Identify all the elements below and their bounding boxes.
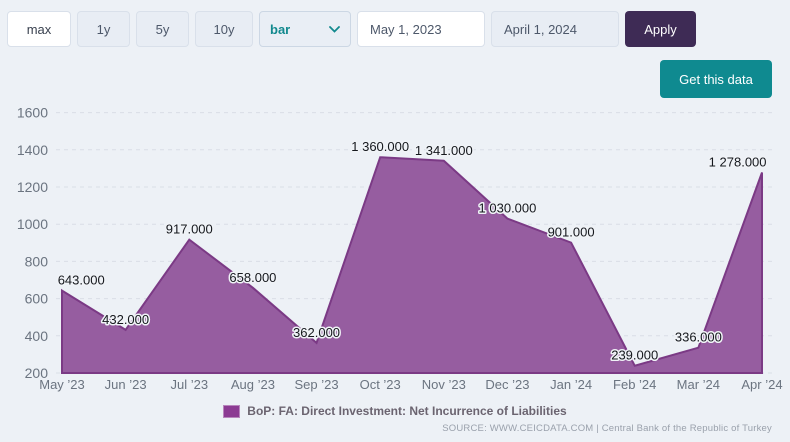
x-tick-label: Jan ’24 — [550, 377, 592, 392]
x-tick-label: Oct ’23 — [360, 377, 401, 392]
x-tick-label: Dec ’23 — [485, 377, 529, 392]
y-tick-label: 600 — [25, 291, 49, 307]
source-attribution: SOURCE: WWW.CEICDATA.COM | Central Bank … — [442, 423, 772, 434]
data-label: 1 030.000 — [479, 201, 537, 216]
x-tick-label: Nov ’23 — [422, 377, 466, 392]
x-tick-label: Jun ’23 — [105, 377, 147, 392]
y-tick-label: 800 — [25, 253, 49, 269]
data-label: 362.000 — [293, 325, 340, 340]
start-date-input[interactable] — [357, 11, 485, 47]
y-tick-label: 1400 — [17, 142, 48, 158]
range-button-5y[interactable]: 5y — [136, 11, 189, 47]
area-chart: 200 400 600 800 1000 1200 1400 1600 May ’23 Jun ’… — [17, 105, 783, 392]
x-tick-label: Feb ’24 — [613, 377, 656, 392]
y-tick-label: 1600 — [17, 105, 48, 121]
toolbar: max 1y 5y 10y bar Apply — [7, 11, 696, 47]
x-tick-label: Apr ’24 — [741, 377, 782, 392]
data-label: 1 360.000 — [351, 139, 409, 154]
x-tick-label: Jul ’23 — [170, 377, 208, 392]
range-button-1y[interactable]: 1y — [77, 11, 130, 47]
data-label: 901.000 — [548, 225, 595, 240]
range-button-max[interactable]: max — [7, 11, 71, 47]
chevron-down-icon — [329, 25, 340, 33]
x-tick-label: Mar ’24 — [677, 377, 720, 392]
data-label: 432.000 — [102, 312, 149, 327]
x-tick-label: May ’23 — [39, 377, 85, 392]
data-label: 917.000 — [166, 222, 213, 237]
y-tick-label: 400 — [25, 328, 49, 344]
data-label: 658.000 — [229, 270, 276, 285]
x-tick-label: Aug ’23 — [231, 377, 275, 392]
y-tick-label: 1000 — [17, 216, 48, 232]
legend-marker — [223, 404, 241, 418]
get-this-data-button[interactable]: Get this data — [660, 60, 772, 98]
apply-button[interactable]: Apply — [625, 11, 696, 47]
end-date-input[interactable] — [491, 11, 619, 47]
data-label: 336.000 — [675, 330, 722, 345]
data-label: 643.000 — [58, 273, 105, 288]
chart-type-select[interactable]: bar — [259, 11, 351, 47]
y-tick-label: 200 — [25, 365, 49, 381]
y-tick-label: 1200 — [17, 179, 48, 195]
data-label: 239.000 — [611, 348, 658, 363]
data-label: 1 341.000 — [415, 143, 473, 158]
legend-label: BoP: FA: Direct Investment: Net Incurren… — [247, 404, 567, 418]
legend[interactable]: BoP: FA: Direct Investment: Net Incurren… — [0, 404, 790, 418]
x-tick-label: Sep ’23 — [294, 377, 338, 392]
chart-type-value: bar — [270, 21, 291, 37]
area-series[interactable] — [61, 156, 763, 374]
range-button-10y[interactable]: 10y — [195, 11, 253, 47]
data-label: 1 278.000 — [709, 154, 767, 169]
